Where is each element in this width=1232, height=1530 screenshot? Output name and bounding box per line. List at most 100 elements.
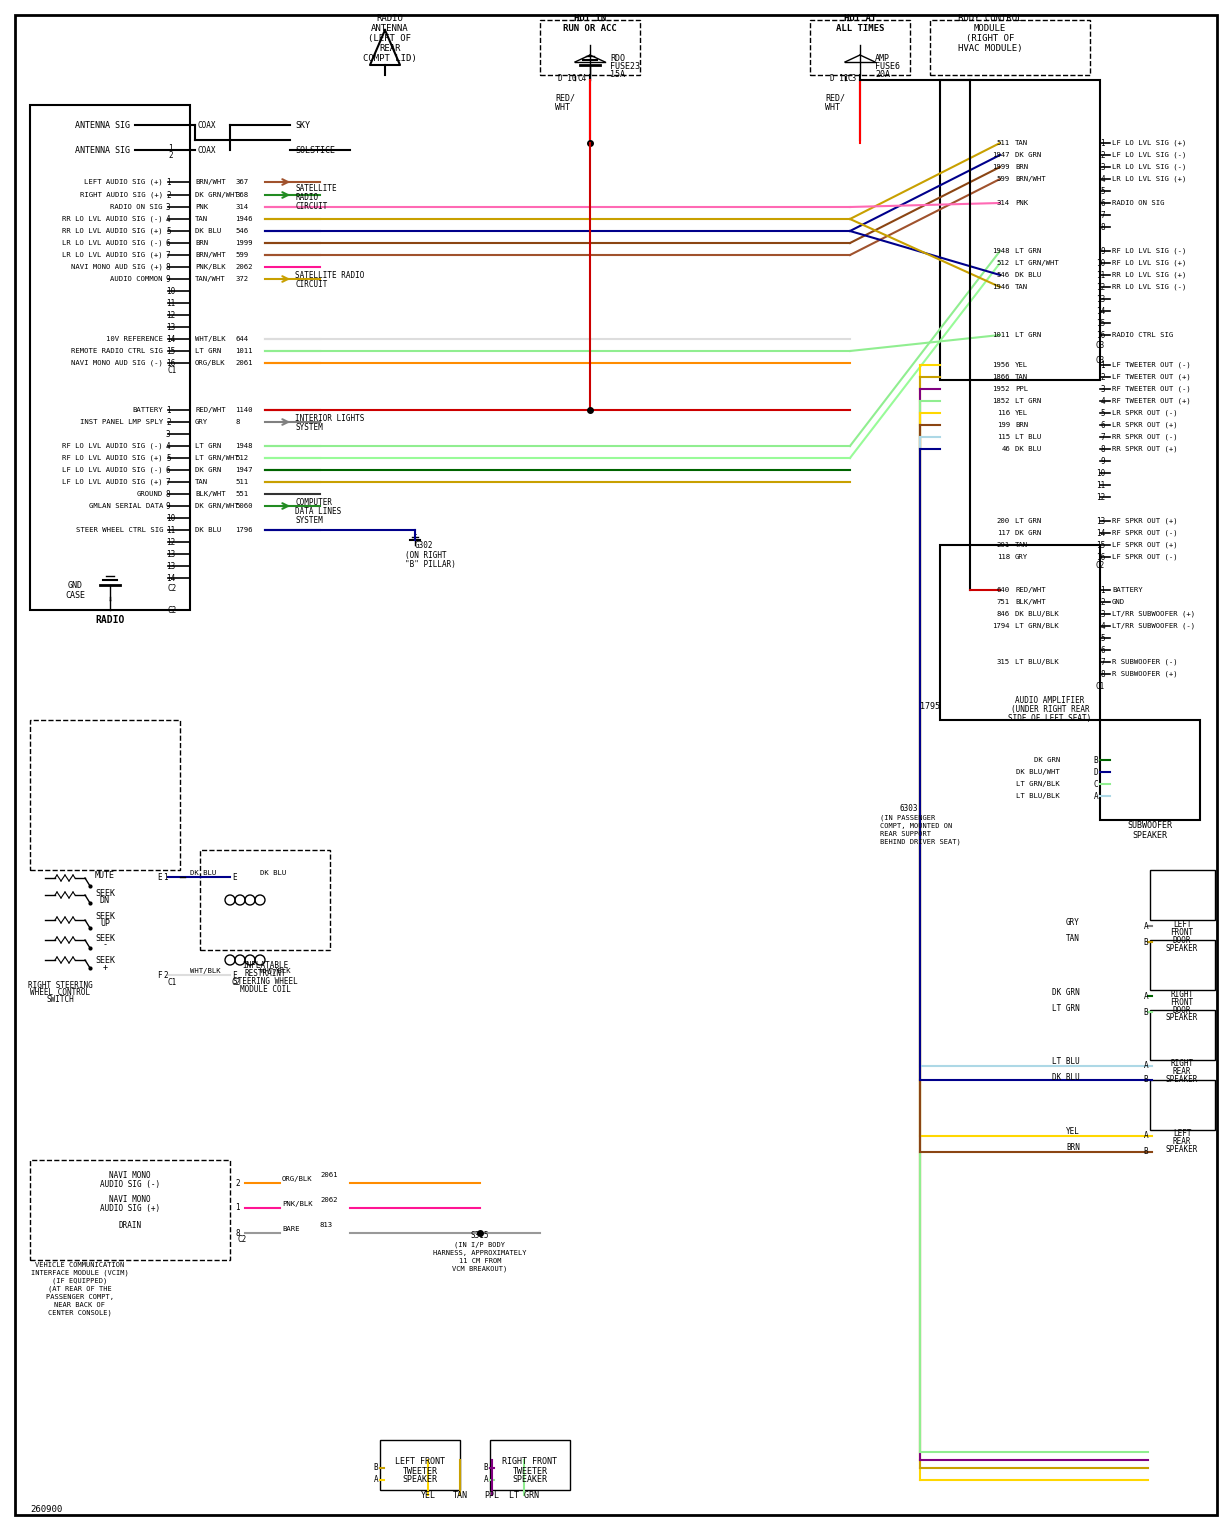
Text: SPEAKER: SPEAKER [1165,1146,1199,1155]
Text: 8: 8 [166,263,170,271]
Text: SPEAKER: SPEAKER [1165,1013,1199,1022]
Text: RDO: RDO [610,54,625,63]
Text: TAN: TAN [1015,285,1029,291]
Text: C2: C2 [237,1236,246,1244]
Text: LF LO LVL AUDIO SIG (+): LF LO LVL AUDIO SIG (+) [63,479,163,485]
Text: GROUND: GROUND [137,491,163,497]
Text: D: D [1093,768,1098,777]
Text: PPL: PPL [484,1490,499,1499]
Text: 1140: 1140 [235,407,253,413]
Text: -: - [102,941,107,950]
Text: 1795: 1795 [920,701,940,710]
Text: 11: 11 [166,525,175,534]
Text: SEEK: SEEK [95,933,115,942]
Text: 115: 115 [997,435,1010,441]
Text: C2: C2 [1095,560,1105,569]
Text: DK GRN: DK GRN [1015,151,1041,158]
Text: LT GRN/WHT: LT GRN/WHT [195,454,239,461]
Text: 1947: 1947 [235,467,253,473]
Text: 15A: 15A [610,69,625,78]
Text: C1: C1 [168,978,177,987]
Text: 512: 512 [997,260,1010,266]
Text: LT BLU/BLK: LT BLU/BLK [1015,659,1058,666]
Text: LT GRN: LT GRN [509,1490,540,1499]
Text: 2: 2 [1100,372,1105,381]
Text: LF LO LVL SIG (-): LF LO LVL SIG (-) [1112,151,1186,158]
Text: F: F [158,970,161,979]
Text: 1999: 1999 [993,164,1010,170]
Text: DK GRN/WHT: DK GRN/WHT [195,503,239,509]
Text: ANTENNA SIG: ANTENNA SIG [75,121,131,130]
Bar [200,851,330,950]
Text: TAN: TAN [195,479,208,485]
Text: C2: C2 [168,583,177,592]
Text: +: + [102,962,107,972]
Text: (IF EQUIPPED): (IF EQUIPPED) [53,1278,107,1284]
Text: LT GRN: LT GRN [1052,1004,1080,1013]
Text: C: C [1093,779,1098,788]
Bar [30,1160,230,1261]
Text: SUBWOOFER: SUBWOOFER [1127,820,1173,829]
Bar [1149,1010,1215,1060]
Text: 11 CM FROM: 11 CM FROM [458,1258,501,1264]
Text: MODULE COIL: MODULE COIL [239,984,291,993]
Text: YEL: YEL [1015,410,1029,416]
Text: 16: 16 [1095,552,1105,562]
Text: 6: 6 [1100,421,1105,430]
Text: CASE: CASE [65,591,85,600]
Text: RIGHT FRONT: RIGHT FRONT [503,1458,558,1466]
Text: (ON RIGHT: (ON RIGHT [405,551,447,560]
Text: 2062: 2062 [320,1196,338,1203]
Text: RIGHT: RIGHT [1170,990,1194,999]
Text: SPEAKER: SPEAKER [403,1475,437,1484]
Text: DK BLU: DK BLU [195,526,222,532]
Text: SKY: SKY [294,121,310,130]
Text: RADIO: RADIO [377,14,403,23]
Text: YEL: YEL [420,1490,435,1499]
Text: RADIO: RADIO [95,615,124,624]
Text: CIRCUIT: CIRCUIT [294,280,328,289]
Text: C3: C3 [1095,341,1105,349]
Text: 20A: 20A [875,69,890,78]
Text: 644: 644 [235,337,248,343]
Text: 9: 9 [166,502,170,511]
Text: 6: 6 [166,465,170,474]
Text: TAN: TAN [452,1490,467,1499]
Text: 5: 5 [166,453,170,462]
Text: ALL TIMES: ALL TIMES [835,23,885,32]
Text: NAVI MONO AUD SIG (-): NAVI MONO AUD SIG (-) [71,360,163,366]
Text: BRN/WHT: BRN/WHT [195,179,225,185]
Text: 314: 314 [235,203,248,210]
Text: DK BLU/WHT: DK BLU/WHT [1016,770,1060,776]
Text: 512: 512 [235,454,248,461]
Text: RESTRAINT: RESTRAINT [244,968,286,978]
Text: RED/: RED/ [825,93,845,103]
Text: 116: 116 [997,410,1010,416]
Text: 14: 14 [166,574,175,583]
Text: INTERFACE MODULE (VCIM): INTERFACE MODULE (VCIM) [31,1270,129,1276]
Text: 7: 7 [166,477,170,487]
Text: 1956: 1956 [993,363,1010,369]
Text: DRAIN: DRAIN [118,1221,142,1230]
Text: 1794: 1794 [993,623,1010,629]
Text: 15: 15 [1095,318,1105,327]
Text: DK BLU: DK BLU [190,871,217,877]
Text: RADIO: RADIO [294,193,318,202]
Text: CIRCUIT: CIRCUIT [294,202,328,211]
Text: 12: 12 [1095,283,1105,292]
Text: 11: 11 [1095,480,1105,490]
Text: DK GRN/WHT: DK GRN/WHT [195,191,239,197]
Text: 260900: 260900 [30,1506,63,1515]
Text: 13: 13 [166,549,175,558]
Text: 10: 10 [1095,259,1105,268]
Text: B: B [1143,938,1148,947]
Text: NAVI MONO AUD SIG (+): NAVI MONO AUD SIG (+) [71,263,163,271]
Text: B: B [1093,756,1098,765]
Text: 13: 13 [166,562,175,571]
Text: 8: 8 [1100,670,1105,678]
Text: C1: C1 [1095,681,1105,690]
Text: 7: 7 [1100,433,1105,442]
Text: 8: 8 [1100,445,1105,453]
Text: 372: 372 [235,275,248,282]
Text: LT GRN: LT GRN [195,444,222,448]
